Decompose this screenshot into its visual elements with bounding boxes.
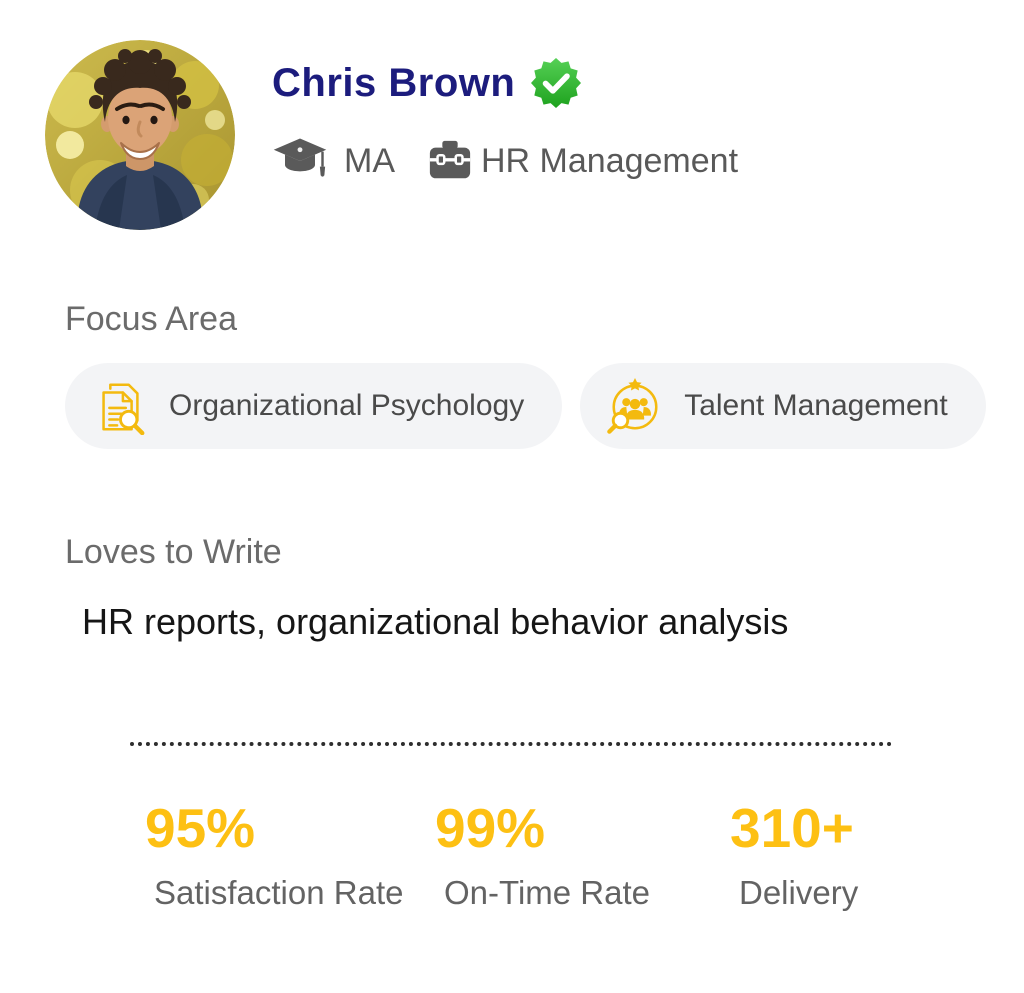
loves-to-write-heading: Loves to Write xyxy=(65,533,282,571)
document-search-icon xyxy=(91,377,149,435)
focus-pill-talent-management[interactable]: Talent Management xyxy=(580,363,986,449)
focus-pill-organizational-psychology[interactable]: Organizational Psychology xyxy=(65,363,563,449)
briefcase-icon xyxy=(427,138,473,184)
avatar-photo-illustration xyxy=(45,40,235,230)
loves-to-write-text: HR reports, organizational behavior anal… xyxy=(82,601,789,642)
profile-name: Chris Brown xyxy=(272,61,516,105)
stat-value: 99% xyxy=(435,797,546,859)
stat-label: Delivery xyxy=(739,874,859,911)
stat-label: On-Time Rate xyxy=(444,874,650,911)
stat-value: 310+ xyxy=(730,797,854,859)
name-row: Chris Brown xyxy=(272,58,582,108)
focus-area-heading: Focus Area xyxy=(65,300,237,338)
credentials-row: MA HR Management xyxy=(270,132,738,190)
dotted-divider xyxy=(130,742,892,746)
avatar xyxy=(45,40,235,230)
stat-delivery: 310+ Delivery xyxy=(730,796,858,912)
field-text: HR Management xyxy=(481,141,739,180)
stat-label: Satisfaction Rate xyxy=(154,874,404,911)
focus-area-pills: Organizational Psychology xyxy=(65,363,986,449)
stat-on-time-rate: 99% On-Time Rate xyxy=(435,796,650,912)
team-search-icon xyxy=(606,377,664,435)
stat-value: 95% xyxy=(145,797,256,859)
degree-text: MA xyxy=(344,141,395,180)
stat-satisfaction-rate: 95% Satisfaction Rate xyxy=(145,796,403,912)
focus-pill-label: Talent Management xyxy=(684,389,948,422)
focus-pill-label: Organizational Psychology xyxy=(169,389,525,422)
verified-badge-icon xyxy=(531,58,582,108)
graduation-cap-icon xyxy=(270,134,330,188)
